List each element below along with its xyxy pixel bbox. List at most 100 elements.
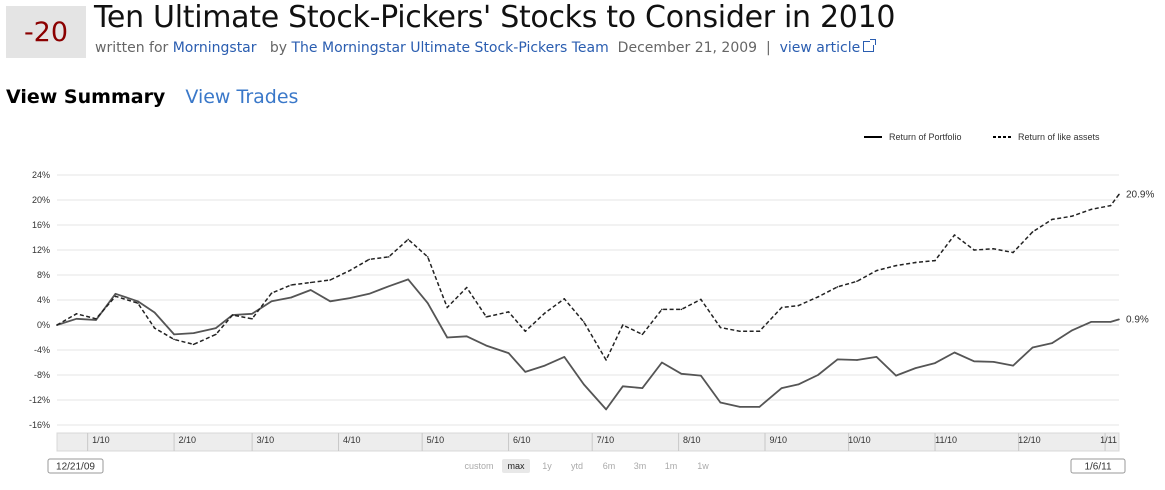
y-tick-label: 12% [32, 245, 50, 255]
data-point-like-assets [153, 327, 156, 329]
range-button-max[interactable]: max [507, 461, 525, 471]
tab-view-trades[interactable]: View Trades [185, 86, 299, 108]
data-point-portfolio [700, 374, 702, 377]
start-date-box [47, 458, 104, 474]
data-point-portfolio [914, 367, 917, 369]
data-point-portfolio [114, 292, 117, 295]
data-point-portfolio [368, 292, 370, 295]
data-point-portfolio [485, 344, 488, 347]
data-point-portfolio [329, 300, 331, 303]
range-button-3m[interactable]: 3m [634, 461, 647, 471]
x-tick-label: 7/10 [597, 435, 615, 445]
y-tick-label: -16% [29, 420, 50, 430]
data-point-like-assets [817, 296, 819, 298]
view-tabs: View Summary View Trades [6, 86, 298, 108]
x-tick-label: 1/11 [1100, 435, 1117, 445]
data-point-portfolio [661, 361, 663, 364]
publication-link[interactable]: Morningstar [172, 40, 257, 56]
data-point-like-assets [563, 297, 566, 300]
data-point-portfolio [973, 360, 975, 363]
range-button-6m[interactable]: 6m [603, 461, 616, 471]
performance-chart: 24% 20% 16% 12% 8% 4% 0% -4% -8% -12% -16% Return o… [29, 132, 1154, 474]
data-point-like-assets [953, 234, 956, 236]
data-point-portfolio [797, 383, 800, 386]
data-point-portfolio [1031, 346, 1034, 349]
data-point-like-assets [465, 286, 468, 289]
data-point-portfolio [543, 364, 546, 367]
data-point-like-assets [622, 324, 624, 326]
data-point-like-assets [192, 343, 195, 346]
data-point-portfolio [739, 406, 741, 408]
data-point-portfolio [875, 356, 878, 358]
data-point-portfolio [1109, 321, 1112, 323]
tab-view-summary[interactable]: View Summary [6, 86, 166, 108]
data-point-like-assets [1012, 251, 1014, 254]
article-date: December 21, 2009 [617, 40, 758, 56]
data-point-like-assets [1051, 218, 1053, 221]
data-point-portfolio [153, 311, 156, 314]
data-point-like-assets [270, 292, 273, 294]
data-point-portfolio [758, 406, 761, 408]
range-button-1w[interactable]: 1w [697, 461, 709, 471]
x-tick-label: 6/10 [513, 435, 531, 445]
score-value: -20 [23, 16, 69, 48]
data-point-portfolio [465, 335, 468, 338]
x-tick-label: 1/10 [92, 435, 110, 445]
data-point-like-assets [739, 330, 741, 333]
data-point-portfolio [780, 387, 783, 389]
data-point-like-assets [309, 281, 312, 284]
data-point-portfolio [387, 285, 390, 288]
end-label-portfolio: 0.9% [1126, 314, 1149, 325]
y-tick-label: -12% [29, 395, 50, 405]
x-tick-label: 12/10 [1018, 435, 1041, 445]
by-label: by [269, 40, 288, 56]
data-point-like-assets [75, 312, 78, 315]
end-date-label: 1/6/11 [1084, 462, 1111, 473]
byline-separator: | [765, 40, 771, 56]
x-tick-label: 10/10 [848, 435, 871, 445]
range-button-1y[interactable]: 1y [542, 461, 552, 471]
external-link-icon [863, 39, 877, 52]
end-label-like-assets: 20.9% [1126, 189, 1154, 200]
data-point-like-assets [719, 326, 722, 329]
data-point-like-assets [95, 317, 97, 320]
data-point-portfolio [953, 351, 956, 354]
end-date-box [1070, 458, 1126, 474]
data-point-portfolio [641, 387, 644, 389]
data-point-portfolio [622, 385, 624, 388]
range-button-ytd[interactable]: ytd [571, 461, 583, 471]
data-point-portfolio [1051, 342, 1053, 344]
data-point-like-assets [973, 249, 975, 251]
data-point-like-assets [583, 321, 585, 323]
author-link[interactable]: The Morningstar Ultimate Stock-Pickers T… [291, 40, 609, 56]
range-button-1m[interactable]: 1m [665, 461, 678, 471]
score-badge: -20 [6, 6, 86, 58]
data-point-like-assets [56, 324, 58, 326]
data-point-portfolio [992, 361, 995, 363]
data-point-portfolio [348, 297, 351, 299]
view-article-link[interactable]: view article [780, 39, 877, 56]
data-point-like-assets [914, 261, 917, 264]
data-point-portfolio [583, 383, 585, 386]
data-point-portfolio [95, 319, 97, 321]
data-point-portfolio [1090, 321, 1092, 323]
time-axis-band [56, 432, 1120, 452]
data-point-like-assets [215, 333, 217, 336]
data-point-portfolio [524, 371, 527, 373]
x-tick-label: 8/10 [683, 435, 701, 445]
data-point-like-assets [251, 317, 253, 320]
data-point-like-assets [934, 259, 936, 262]
start-date-label: 12/21/09 [56, 462, 95, 473]
data-point-portfolio [426, 302, 429, 304]
data-point-portfolio [605, 408, 607, 411]
data-point-portfolio [895, 374, 897, 377]
data-point-like-assets [836, 286, 839, 288]
y-tick-label: 16% [32, 220, 50, 230]
legend-label-like-assets: Return of like assets [1018, 132, 1100, 142]
series-line-portfolio [56, 278, 1120, 411]
data-point-like-assets [114, 295, 117, 298]
data-point-like-assets [387, 256, 390, 258]
y-tick-label: -4% [34, 345, 50, 355]
range-selected-bg [502, 459, 530, 473]
data-point-portfolio [251, 312, 253, 315]
